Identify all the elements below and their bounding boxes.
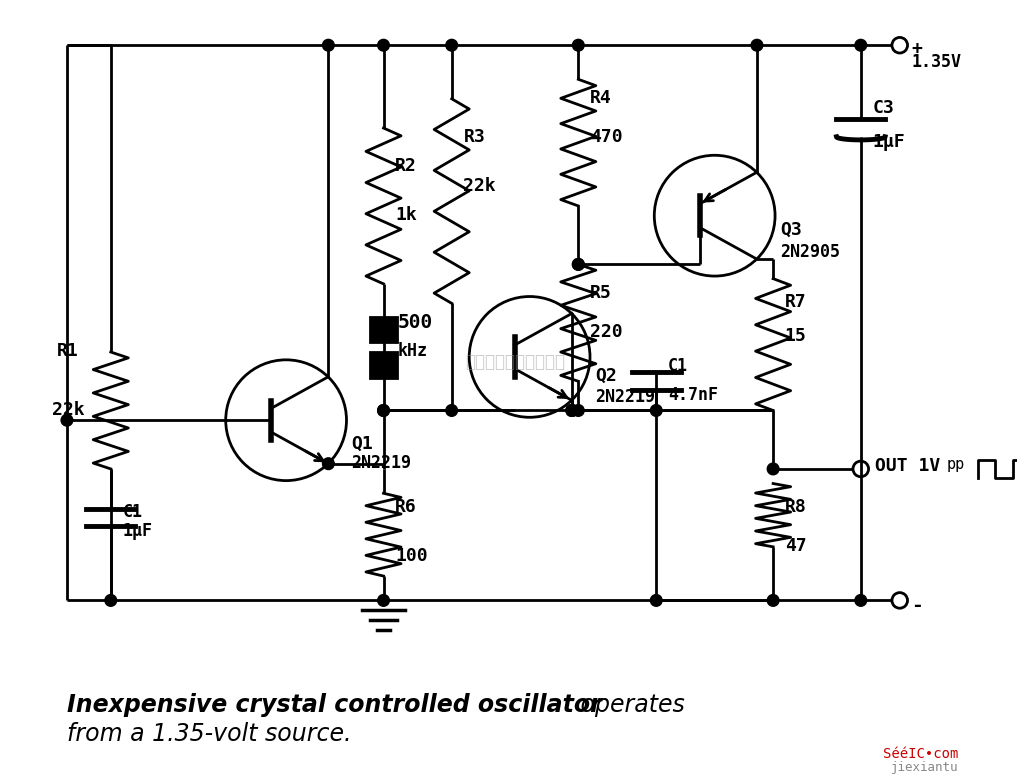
Text: pp: pp bbox=[947, 457, 965, 472]
Text: Q1: Q1 bbox=[351, 435, 373, 453]
Text: jiexiantu: jiexiantu bbox=[891, 761, 958, 774]
Text: 100: 100 bbox=[396, 547, 427, 565]
Circle shape bbox=[767, 594, 779, 606]
Text: 1μF: 1μF bbox=[872, 133, 905, 151]
Circle shape bbox=[855, 39, 866, 51]
Text: R1: R1 bbox=[58, 343, 79, 361]
Text: Q3: Q3 bbox=[780, 221, 801, 239]
Bar bbox=[370, 317, 398, 342]
Circle shape bbox=[378, 404, 389, 416]
Text: R2: R2 bbox=[396, 157, 417, 175]
Circle shape bbox=[650, 404, 662, 416]
Circle shape bbox=[378, 39, 389, 51]
Text: 1.35V: 1.35V bbox=[912, 53, 961, 71]
Circle shape bbox=[322, 39, 334, 51]
Text: 4.7nF: 4.7nF bbox=[667, 386, 718, 404]
Circle shape bbox=[61, 414, 73, 426]
Text: Inexpensive crystal controlled oscillator: Inexpensive crystal controlled oscillato… bbox=[67, 693, 602, 717]
Text: 15: 15 bbox=[785, 328, 806, 346]
Circle shape bbox=[322, 457, 334, 469]
Circle shape bbox=[855, 594, 866, 606]
Text: -: - bbox=[912, 596, 923, 615]
Text: 杭州将睢科技有限公司: 杭州将睢科技有限公司 bbox=[465, 353, 565, 371]
Text: 1μF: 1μF bbox=[123, 522, 152, 540]
Circle shape bbox=[566, 404, 578, 416]
Text: 470: 470 bbox=[590, 128, 622, 146]
Circle shape bbox=[378, 594, 389, 606]
Text: 220: 220 bbox=[590, 323, 622, 341]
Circle shape bbox=[573, 259, 584, 271]
Text: OUT 1V: OUT 1V bbox=[876, 457, 940, 475]
Circle shape bbox=[378, 404, 389, 416]
Text: Q2: Q2 bbox=[595, 367, 617, 385]
Text: R3: R3 bbox=[464, 128, 485, 146]
Circle shape bbox=[573, 404, 584, 416]
Text: 2N2219: 2N2219 bbox=[351, 454, 411, 472]
Text: R6: R6 bbox=[396, 498, 417, 516]
Circle shape bbox=[566, 404, 578, 416]
Circle shape bbox=[751, 39, 763, 51]
Text: R4: R4 bbox=[590, 89, 612, 107]
Circle shape bbox=[105, 594, 116, 606]
Circle shape bbox=[767, 463, 779, 475]
Circle shape bbox=[573, 39, 584, 51]
Text: 22k: 22k bbox=[464, 177, 496, 195]
Text: R8: R8 bbox=[785, 498, 806, 516]
Circle shape bbox=[566, 404, 578, 416]
Circle shape bbox=[650, 594, 662, 606]
Text: C1: C1 bbox=[667, 357, 688, 375]
Text: 22k: 22k bbox=[53, 400, 84, 418]
Text: kHz: kHz bbox=[399, 343, 428, 361]
Circle shape bbox=[446, 404, 457, 416]
Text: 1k: 1k bbox=[396, 206, 417, 224]
Text: C3: C3 bbox=[872, 99, 894, 117]
Circle shape bbox=[573, 259, 584, 271]
Text: C1: C1 bbox=[123, 503, 142, 521]
Text: SééIC•com: SééIC•com bbox=[883, 747, 958, 761]
Text: R5: R5 bbox=[590, 284, 612, 302]
Text: +: + bbox=[912, 41, 922, 59]
Bar bbox=[370, 352, 398, 378]
Text: operates: operates bbox=[574, 693, 685, 717]
Circle shape bbox=[446, 39, 457, 51]
Text: 47: 47 bbox=[785, 537, 806, 555]
Text: 2N2905: 2N2905 bbox=[780, 243, 839, 261]
Text: R7: R7 bbox=[785, 293, 806, 311]
Text: from a 1.35-volt source.: from a 1.35-volt source. bbox=[67, 722, 351, 746]
Text: 2N2219: 2N2219 bbox=[595, 388, 655, 406]
Text: 500: 500 bbox=[399, 313, 434, 332]
